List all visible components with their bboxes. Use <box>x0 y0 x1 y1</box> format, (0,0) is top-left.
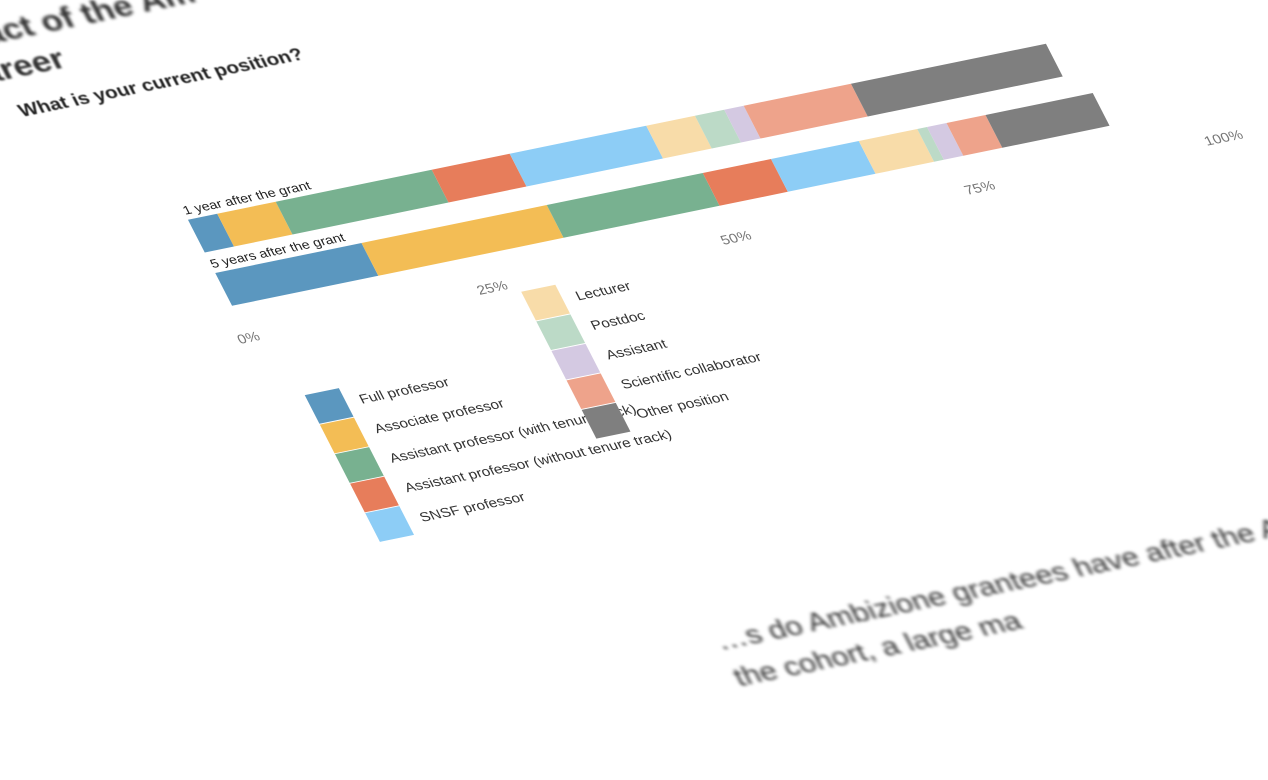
legend-label: Assistant professor (without tenure trac… <box>402 428 675 496</box>
bar-segment <box>985 92 1110 148</box>
legend-swatch <box>350 476 399 513</box>
legend-label: Lecturer <box>573 279 634 304</box>
x-tick-label: 75% <box>962 179 998 199</box>
legend-swatch <box>581 402 631 439</box>
legend-swatch <box>521 284 570 321</box>
bar-segment <box>215 242 379 306</box>
x-tick-label: 0% <box>235 329 263 347</box>
x-tick-label: 25% <box>474 279 510 299</box>
legend-swatch <box>319 417 369 454</box>
bar-segment <box>946 114 1003 156</box>
bar-segment <box>724 105 761 143</box>
legend-label: Postdoc <box>588 309 648 334</box>
bar-segment <box>702 158 788 206</box>
bar-segment <box>217 201 293 247</box>
legend-swatch <box>536 314 586 351</box>
legend-label: Associate professor <box>372 397 508 437</box>
bar-segment <box>743 83 868 139</box>
bar-segment <box>361 204 564 276</box>
bar-segment <box>858 128 935 174</box>
legend-swatch <box>334 447 384 483</box>
bar-segment <box>771 140 876 192</box>
legend-swatch <box>304 388 354 424</box>
bar-segment <box>431 153 527 203</box>
legend-swatch <box>551 343 601 380</box>
x-tick-label: 50% <box>718 229 754 249</box>
bar-segment <box>850 43 1063 117</box>
bar-segment <box>546 172 720 238</box>
x-tick-label: 100% <box>1202 128 1247 149</box>
bar-segment <box>927 122 964 160</box>
bar-segment <box>509 125 663 187</box>
bar-segment <box>646 115 712 159</box>
chart-panel: pact of the Am areer What is your curren… <box>0 0 1268 692</box>
legend-swatch <box>365 506 415 542</box>
legend-swatch <box>566 373 616 410</box>
bar-segment <box>187 213 234 253</box>
legend-label: Other position <box>634 390 732 422</box>
bar-segment <box>694 109 741 149</box>
legend-label: Assistant <box>603 337 669 363</box>
bar-segment <box>275 169 449 235</box>
bar-segment <box>917 126 944 162</box>
legend-label: SNSF professor <box>417 490 528 525</box>
legend-label: Full professor <box>357 375 453 407</box>
